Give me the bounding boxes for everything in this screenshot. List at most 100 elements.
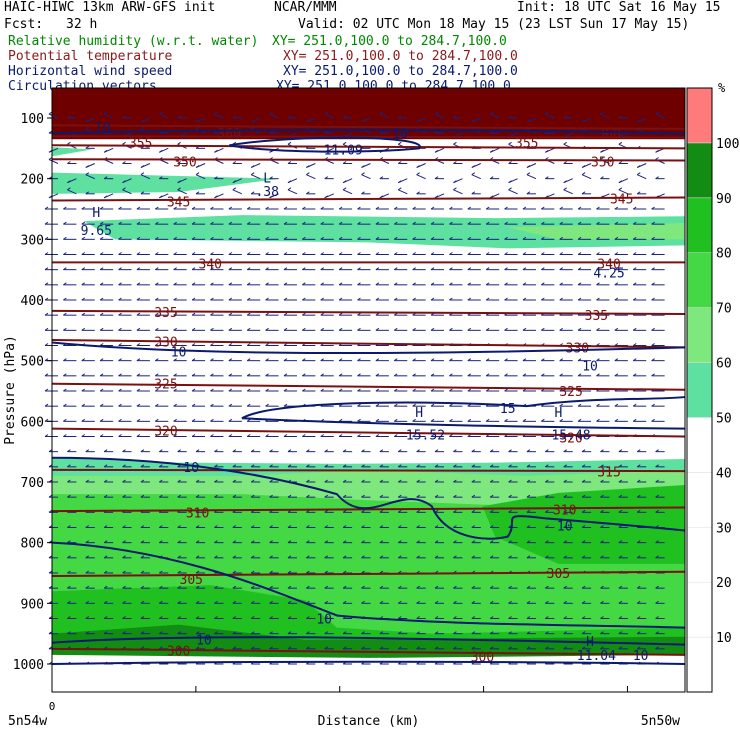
wind-vector-head	[140, 126, 145, 130]
wind-vector-head	[397, 180, 402, 184]
wind-vector-head	[357, 312, 361, 316]
wind-vector-head	[118, 358, 122, 362]
wind-vector-head	[614, 358, 619, 362]
wind-vector-head	[177, 555, 181, 559]
wind-vector-head	[177, 616, 181, 619]
wind-vector-head	[434, 111, 439, 115]
wind-vector-head	[618, 616, 623, 619]
field-name-theta: Potential temperature	[8, 49, 173, 64]
wind-vector	[85, 174, 95, 180]
wind-vector-head	[397, 141, 402, 145]
wind-vector-head	[306, 525, 310, 528]
theta-contour	[51, 506, 686, 513]
wind-vector-head	[471, 449, 476, 453]
wind-vector-head	[357, 252, 361, 255]
wind-vector-head	[81, 312, 86, 316]
wind-vector-head	[136, 297, 141, 301]
wind-vector-head	[489, 149, 494, 153]
wind-vector-head	[122, 555, 126, 559]
wind-vector-head	[228, 221, 233, 225]
wind-vector-head	[246, 236, 251, 240]
theta-label: 330	[566, 341, 589, 356]
wind-vector-head	[232, 600, 237, 604]
wind-vector-head	[269, 195, 273, 199]
wind-vector-head	[412, 252, 416, 255]
wind-vector-head	[338, 358, 343, 362]
wind-vector-head	[430, 221, 435, 225]
wind-vector-head	[632, 403, 637, 407]
wind-vector-head	[412, 221, 416, 225]
wind-vector-head	[269, 525, 273, 528]
wind-vector-head	[265, 252, 269, 255]
wind-vector-head	[559, 358, 563, 362]
wind-vector-head	[471, 616, 476, 619]
wind-vector-head	[504, 327, 508, 331]
wind-vector-head	[67, 449, 71, 453]
wind-vector-head	[195, 570, 200, 574]
wind-vector-head	[214, 195, 218, 199]
wind-vector-head	[191, 327, 196, 331]
wind-vector-head	[228, 327, 233, 331]
wind-vector-head	[449, 297, 453, 301]
wind-vector-head	[228, 358, 233, 362]
theta-label: 340	[597, 258, 620, 273]
wind-vector-head	[508, 600, 512, 604]
wind-vector-head	[63, 312, 67, 316]
wind-vector-head	[159, 494, 163, 498]
wind-vector-head	[99, 358, 104, 362]
wind-vector-head	[118, 267, 122, 271]
wind-vector-head	[214, 631, 218, 635]
wind-vector-head	[526, 172, 531, 176]
wind-vector-head	[177, 141, 181, 145]
wind-vector-head	[434, 195, 439, 199]
wind-vector-head	[324, 195, 329, 199]
wind-vector-head	[324, 555, 329, 559]
wind-vector-head	[453, 616, 457, 619]
wind-vector-head	[508, 494, 512, 498]
wind-vector-head	[250, 464, 255, 468]
wind-vector-head	[44, 343, 49, 346]
wind-vector	[122, 189, 132, 195]
wind-vector-head	[246, 343, 251, 346]
wind-vector-head	[103, 600, 108, 604]
wind-vector-head	[173, 343, 177, 346]
wind-vector-head	[618, 585, 623, 589]
wind-vector-head	[545, 525, 549, 528]
wind-vector-head	[577, 206, 582, 210]
theta-label: 355	[515, 136, 538, 151]
wind-vector	[195, 174, 206, 180]
wind-vector-head	[228, 418, 233, 422]
wind-vector-head	[563, 646, 567, 650]
wind-vector-head	[195, 585, 200, 589]
wind-vector-head	[508, 161, 512, 164]
wind-vector-head	[526, 191, 531, 195]
wind-vector-head	[563, 115, 567, 119]
wind-vector-head	[177, 449, 181, 453]
wind-vector-head	[283, 403, 288, 407]
wind-vector-head	[559, 373, 563, 377]
wind-vector-head	[545, 176, 549, 180]
wind-vector-head	[504, 206, 508, 210]
wind-vector-head	[269, 464, 273, 468]
wind-vector-head	[393, 221, 398, 225]
wind-vector-head	[618, 525, 623, 528]
wind-vector-head	[287, 449, 292, 453]
wind-vector-head	[614, 221, 619, 225]
wind-vector-head	[85, 600, 90, 604]
speed-label: H	[92, 206, 100, 221]
wind-vector-head	[375, 418, 380, 422]
wind-vector-head	[302, 297, 306, 301]
wind-vector-head	[302, 221, 306, 225]
wind-vector-head	[577, 297, 582, 301]
wind-vector-head	[618, 479, 623, 483]
wind-vector-head	[44, 403, 49, 407]
wind-vector-head	[159, 449, 163, 453]
wind-vector-head	[269, 631, 273, 635]
wind-vector-head	[306, 449, 310, 453]
theta-label: 345	[167, 196, 190, 211]
wind-vector-head	[467, 403, 472, 407]
wind-vector-head	[563, 616, 567, 619]
wind-vector-head	[320, 221, 325, 225]
wind-vector-head	[306, 479, 310, 483]
wind-vector-head	[283, 327, 288, 331]
